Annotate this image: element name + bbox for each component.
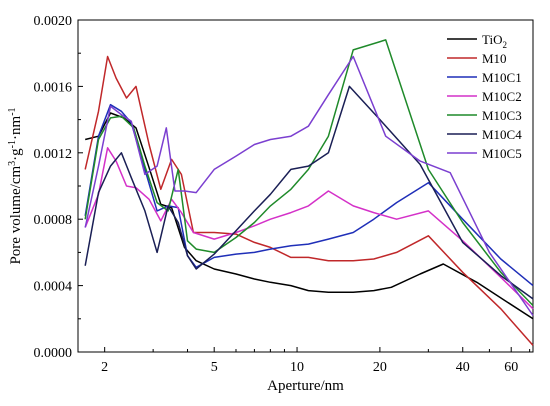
y-axis-title-exp: -1 (7, 140, 18, 148)
legend-label: M10C2 (482, 89, 522, 104)
series-line-m10c4 (84, 85, 534, 300)
y-tick-label: 0.0004 (34, 280, 73, 295)
x-tick-label: 5 (211, 360, 218, 375)
series-line-m10c5 (84, 55, 534, 316)
y-axis-title-part: ·nm (8, 115, 24, 139)
y-axis-title: Pore volume/cm3·g-1·nm-1 (7, 107, 24, 264)
y-tick-label: 0.0000 (34, 346, 73, 361)
legend-label: M10C4 (482, 127, 522, 142)
y-axis-ticks: 0.0000 0.0004 0.0008 0.0012 0.0016 0.0020 (34, 14, 83, 361)
y-axis-title-exp: 3 (7, 161, 18, 166)
y-tick-label: 0.0012 (34, 147, 73, 162)
series-line-m10c2 (84, 147, 534, 310)
x-axis-title: Aperture/nm (267, 378, 344, 394)
series-line-tio2 (85, 112, 534, 320)
y-axis-title-part: ·g (8, 148, 24, 161)
legend-label: TiO2 (482, 32, 507, 50)
legend-label: M10C3 (482, 108, 522, 123)
x-tick-label: 60 (504, 360, 518, 375)
series-line-m10 (84, 55, 534, 346)
series-line-m10c1 (84, 103, 534, 287)
x-tick-label: 10 (290, 360, 304, 375)
plot-frame (77, 19, 534, 353)
y-tick-label: 0.0020 (34, 14, 73, 29)
legend-label: M10C1 (482, 70, 522, 85)
legend-label: M10C5 (482, 146, 522, 161)
x-axis-ticks: 2 5 10 20 40 60 (101, 347, 531, 375)
x-tick-label: 2 (101, 360, 108, 375)
x-tick-label: 40 (456, 360, 470, 375)
y-axis-title-exp: -1 (7, 107, 18, 115)
series-lines (84, 39, 534, 346)
y-tick-label: 0.0016 (34, 80, 73, 95)
y-axis-title-part: Pore volume/cm (8, 165, 24, 264)
series-line-m10c3 (84, 39, 534, 307)
y-tick-label: 0.0008 (34, 213, 73, 228)
x-tick-label: 20 (373, 360, 387, 375)
legend-label: M10 (482, 51, 507, 66)
